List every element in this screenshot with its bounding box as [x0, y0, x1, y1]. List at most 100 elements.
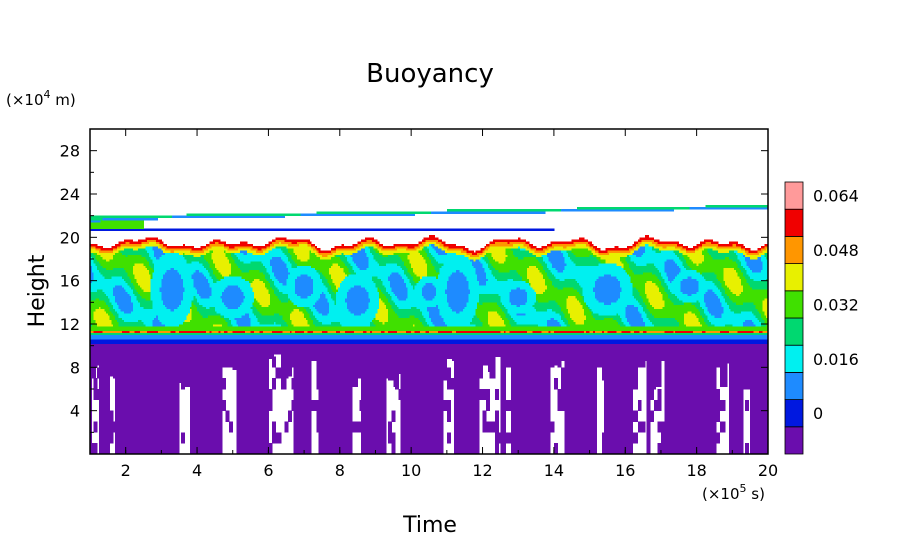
contour-cell — [553, 330, 585, 334]
contour-cell — [225, 254, 232, 258]
contour-cell — [90, 341, 768, 344]
contour-cell — [316, 428, 387, 431]
contour-cell — [254, 295, 271, 299]
contour-cell — [564, 267, 624, 271]
contour-cell — [236, 395, 273, 399]
contour-cell — [536, 300, 539, 303]
contour-cell — [275, 367, 293, 370]
contour-cell — [500, 380, 507, 383]
contour-cell — [263, 330, 273, 334]
contour-cell — [163, 250, 171, 253]
contour-cell — [189, 419, 223, 422]
contour-cell — [512, 317, 551, 321]
contour-cell — [157, 315, 187, 318]
contour-cell — [345, 254, 351, 258]
contour-cell — [664, 289, 671, 292]
contour-cell — [544, 278, 551, 282]
contour-cell — [744, 267, 751, 271]
contour-cell — [236, 412, 269, 416]
contour-cell — [582, 304, 587, 308]
contour-cell — [336, 295, 348, 299]
contour-cell — [352, 259, 369, 262]
contour-cell — [646, 438, 651, 442]
contour-cell — [280, 241, 293, 245]
contour-cell — [391, 295, 398, 299]
contour-cell — [371, 330, 382, 334]
contour-cell — [582, 287, 594, 290]
contour-cell — [220, 272, 232, 275]
contour-cell — [552, 308, 562, 312]
contour-cell — [90, 356, 276, 360]
contour-cell — [189, 397, 223, 401]
contour-cell — [430, 317, 444, 321]
contour-cell — [318, 319, 373, 323]
contour-cell — [728, 376, 768, 379]
contour-cell — [505, 248, 512, 251]
contour-cell — [500, 428, 507, 431]
contour-cell — [689, 256, 705, 260]
contour-cell — [557, 287, 564, 290]
contour-cell — [550, 261, 565, 264]
contour-cell — [273, 272, 291, 275]
contour-cell — [234, 259, 241, 262]
contour-cell — [111, 276, 123, 279]
contour-cell — [236, 441, 269, 444]
contour-cell — [548, 248, 573, 251]
contour-cell — [425, 298, 433, 301]
contour-cell — [234, 246, 253, 249]
contour-cell — [500, 410, 507, 414]
contour-cell — [725, 324, 733, 327]
contour-cell — [744, 451, 749, 454]
contour-cell — [760, 254, 765, 258]
contour-cell — [295, 282, 314, 286]
contour-cell — [320, 274, 325, 277]
contour-cell — [509, 321, 517, 325]
contour-cell — [587, 306, 590, 310]
contour-cell — [313, 280, 323, 284]
contour-cell — [236, 415, 269, 418]
contour-cell — [270, 302, 294, 305]
contour-cell — [734, 311, 742, 314]
contour-cell — [279, 280, 287, 284]
contour-cell — [139, 302, 153, 305]
contour-cell — [653, 306, 664, 310]
contour-cell — [541, 254, 548, 258]
contour-cell — [412, 267, 428, 271]
contour-cell — [743, 272, 747, 275]
contour-cell — [728, 404, 744, 407]
contour-cell — [566, 246, 590, 249]
contour-cell — [400, 430, 444, 433]
contour-cell — [395, 386, 400, 390]
contour-cell — [90, 304, 109, 308]
contour-cell — [387, 315, 400, 318]
contour-cell — [279, 289, 296, 292]
contour-cell — [122, 252, 150, 256]
contour-cell — [400, 412, 444, 416]
contour-cell — [411, 306, 417, 310]
contour-cell — [350, 311, 366, 314]
contour-cell — [332, 278, 344, 282]
x-axis-label: Time — [402, 513, 457, 538]
contour-cell — [293, 421, 312, 425]
contour-cell — [150, 280, 162, 284]
contour-cell — [288, 293, 298, 297]
contour-cell — [511, 376, 551, 379]
contour-cell — [280, 324, 289, 327]
contour-cell — [327, 313, 355, 316]
contour-cell — [164, 272, 180, 275]
contour-cell — [252, 302, 260, 305]
contour-cell — [750, 406, 768, 409]
contour-cell — [664, 408, 726, 412]
contour-cell — [90, 254, 96, 258]
contour-cell — [161, 248, 166, 251]
contour-cell — [270, 276, 276, 279]
contour-cell — [134, 330, 141, 334]
contour-cell — [343, 261, 350, 264]
contour-cell — [532, 304, 560, 308]
contour-cell — [311, 293, 321, 297]
contour-cell — [186, 261, 193, 264]
contour-cell — [334, 282, 341, 286]
contour-cell — [205, 267, 212, 271]
contour-cell — [505, 252, 514, 256]
contour-cell — [193, 280, 209, 284]
